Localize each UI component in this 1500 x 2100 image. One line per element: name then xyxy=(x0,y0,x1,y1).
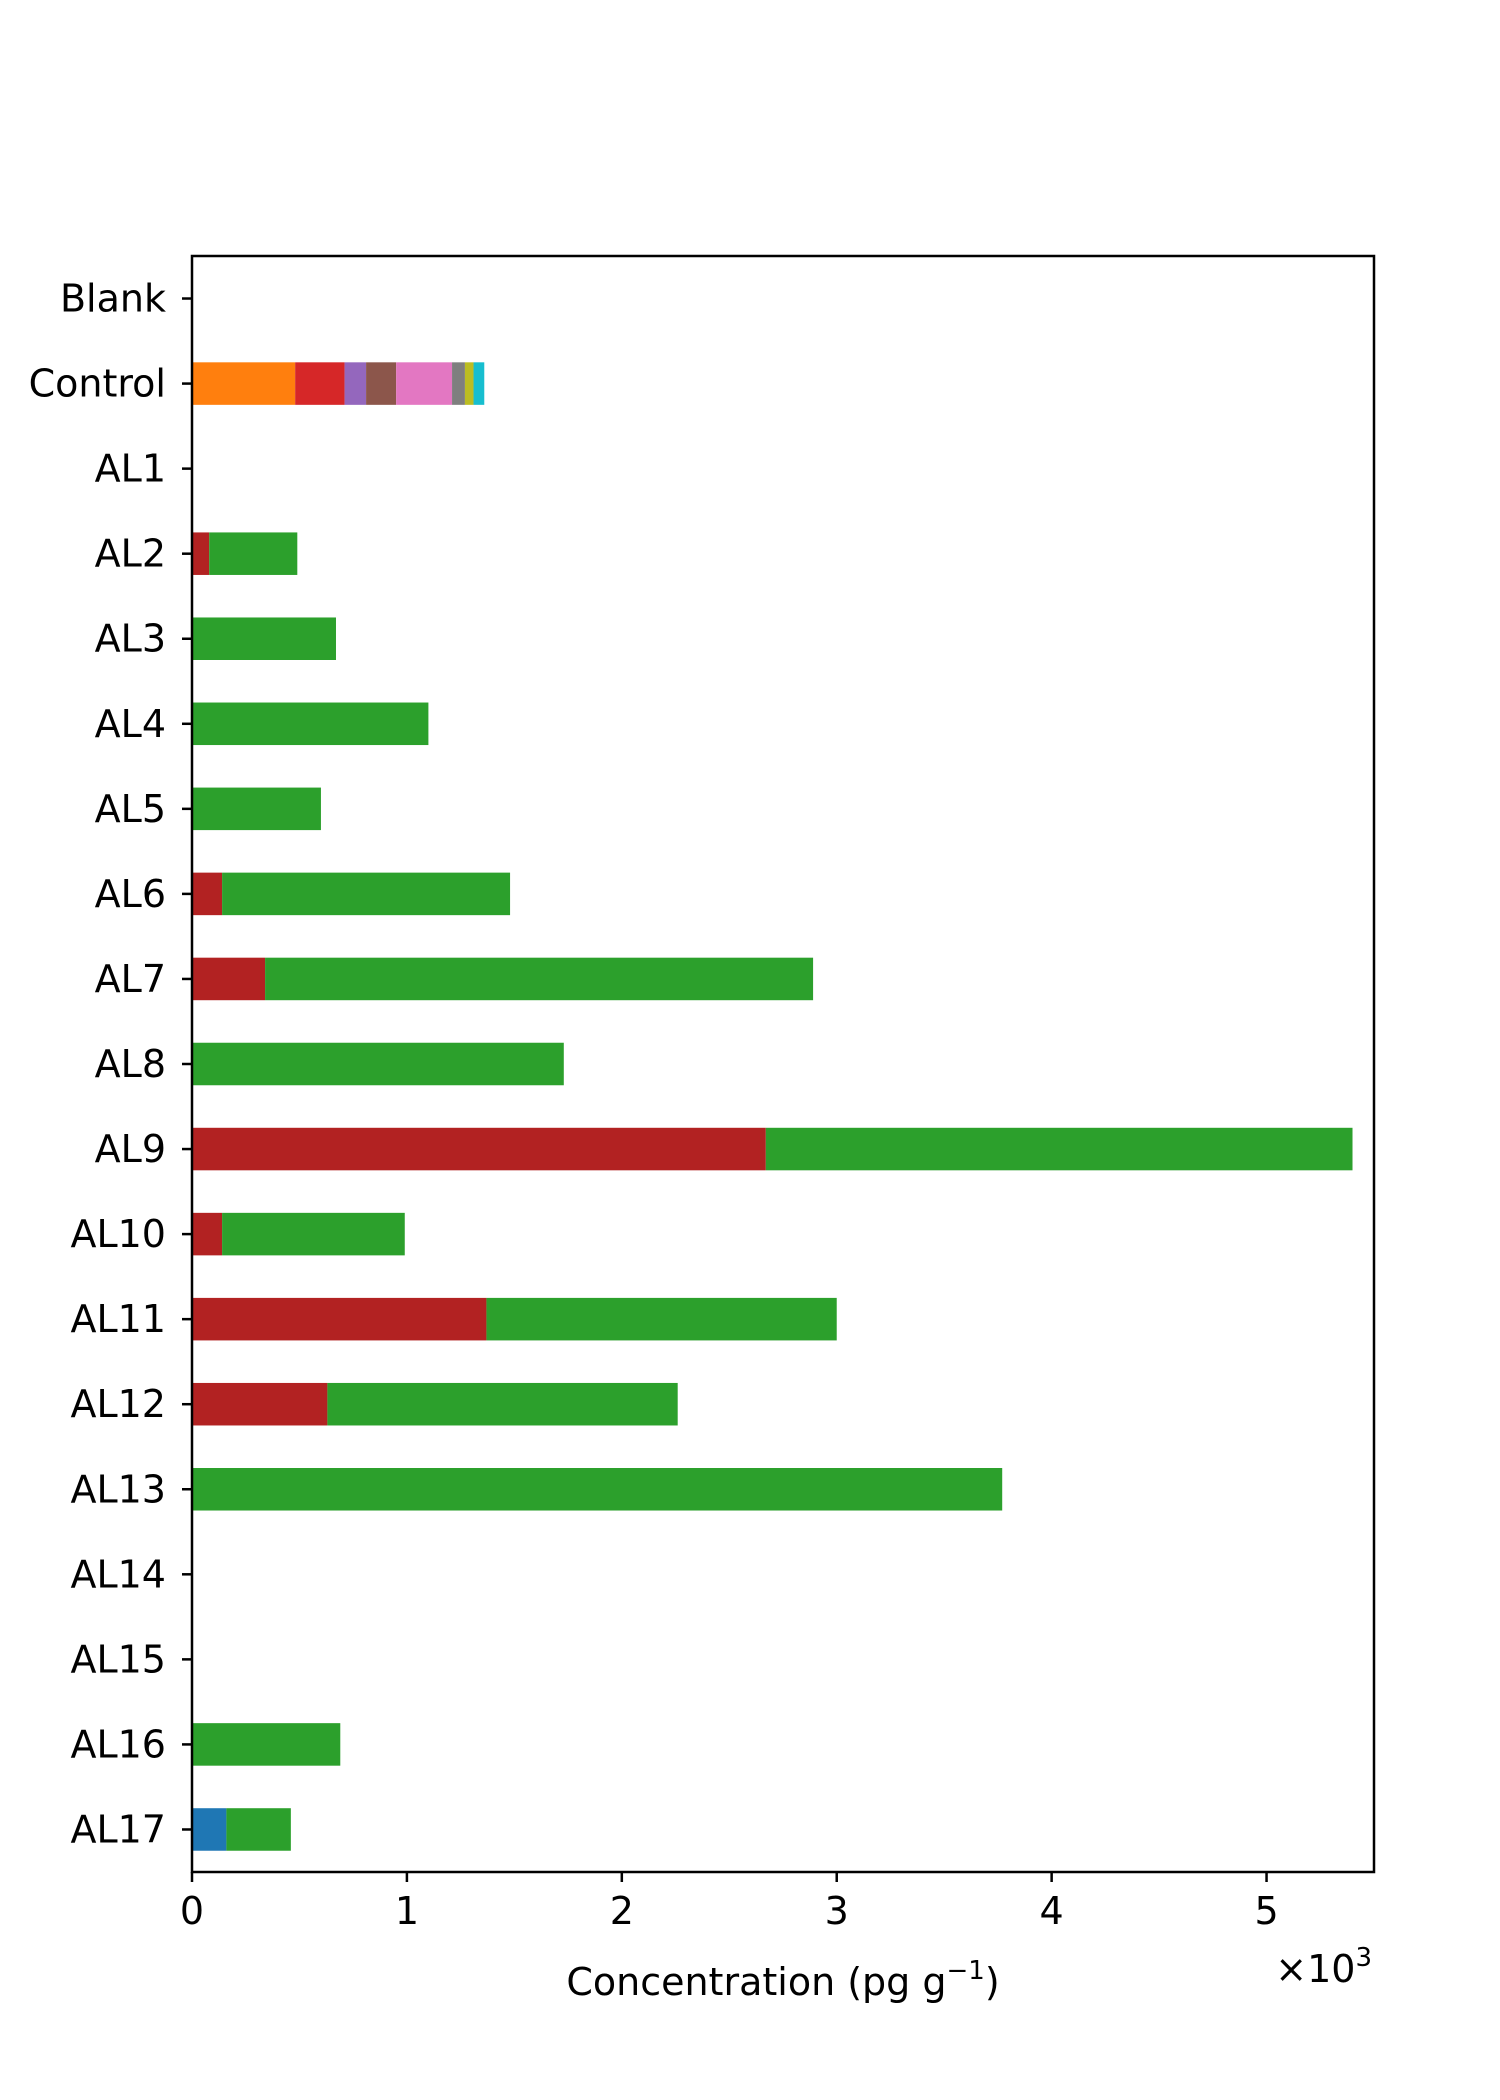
y-tick-label-al2: AL2 xyxy=(95,532,166,576)
x-tick-label-2: 2 xyxy=(610,1889,634,1933)
bar-segment-al13-series-11 xyxy=(192,1468,1003,1511)
x-axis-label: Concentration (pg g−1) xyxy=(566,1956,999,2004)
bar-segment-al17-series-1 xyxy=(192,1808,227,1851)
y-tick-label-control: Control xyxy=(29,362,166,406)
bar-segment-al17-series-11 xyxy=(226,1808,291,1851)
y-tick-label-al11: AL11 xyxy=(70,1297,166,1341)
bar-segment-al10-series-11 xyxy=(222,1212,405,1256)
bar-segment-control-series-6 xyxy=(366,362,397,405)
y-tick-label-al7: AL7 xyxy=(95,957,166,1001)
y-tick-label-al5: AL5 xyxy=(95,787,166,831)
bar-segment-control-series-7 xyxy=(396,362,453,405)
bar-segment-al5-series-11 xyxy=(192,787,321,831)
bar-segment-al12-series-11 xyxy=(327,1382,678,1426)
bar-segment-control-series-8 xyxy=(452,362,465,405)
bar-segment-al4-series-11 xyxy=(192,702,429,746)
bar-segment-al9-series-11 xyxy=(765,1127,1353,1171)
x-tick-label-1: 1 xyxy=(395,1889,419,1933)
bars-layer xyxy=(192,362,1353,1851)
x-axis-label-suffix: ) xyxy=(985,1960,1000,2004)
y-tick-label-al10: AL10 xyxy=(70,1212,166,1256)
plot-frame xyxy=(190,254,1376,1874)
bar-segment-control-series-10 xyxy=(473,362,485,405)
x-tick-label-5: 5 xyxy=(1254,1889,1278,1933)
y-tick-label-al8: AL8 xyxy=(95,1042,166,1086)
bar-segment-control-series-5 xyxy=(344,362,367,405)
y-tick-label-al1: AL1 xyxy=(95,447,166,491)
y-tick-label-blank: Blank xyxy=(60,277,166,321)
x-scale-base: ×10 xyxy=(1275,1947,1355,1991)
y-tick-label-al14: AL14 xyxy=(70,1552,166,1596)
y-tick-label-al13: AL13 xyxy=(70,1467,166,1511)
y-tick-label-al16: AL16 xyxy=(70,1722,166,1766)
x-axis-label-exponent: −1 xyxy=(947,1956,985,1986)
bar-segment-control-series-2 xyxy=(192,362,296,405)
x-tick-label-3: 3 xyxy=(825,1889,849,1933)
ticks-layer: Blank Control AL1 AL2 AL3 AL4 AL5 AL6 AL7 AL8 AL9 A… xyxy=(29,277,1279,1933)
bar-segment-al16-series-11 xyxy=(192,1723,341,1766)
y-tick-label-al6: AL6 xyxy=(95,872,166,916)
y-tick-label-al12: AL12 xyxy=(70,1382,166,1426)
y-tick-label-al4: AL4 xyxy=(95,702,166,746)
bar-segment-al9-series-4 xyxy=(192,1127,766,1171)
y-tick-label-al3: AL3 xyxy=(95,617,166,661)
bar-segment-control-series-3 xyxy=(295,362,345,405)
bar-segment-al3-series-11 xyxy=(192,617,336,660)
bar-segment-control-series-9 xyxy=(464,362,474,405)
bar-segment-al8-series-11 xyxy=(192,1042,564,1086)
y-tick-label-al9: AL9 xyxy=(95,1127,166,1171)
x-axis-label-text: Concentration (pg g xyxy=(566,1960,946,2004)
x-scale-exponent: 3 xyxy=(1355,1943,1372,1973)
bar-segment-al7-series-4 xyxy=(192,957,266,1001)
bar-segment-al11-series-4 xyxy=(192,1297,487,1341)
y-tick-label-al17: AL17 xyxy=(70,1807,166,1851)
bar-segment-al10-series-4 xyxy=(192,1212,223,1256)
bar-segment-al2-series-4 xyxy=(192,532,210,575)
x-tick-label-4: 4 xyxy=(1040,1889,1064,1933)
bar-segment-al2-series-11 xyxy=(209,532,298,575)
bar-segment-al6-series-4 xyxy=(192,872,223,916)
bar-segment-al12-series-4 xyxy=(192,1382,328,1426)
bar-segment-al6-series-11 xyxy=(222,872,511,916)
x-tick-label-0: 0 xyxy=(180,1889,204,1933)
bar-segment-al7-series-11 xyxy=(265,957,814,1001)
bar-segment-al11-series-11 xyxy=(486,1297,837,1341)
y-tick-label-al15: AL15 xyxy=(70,1637,166,1681)
x-axis-scale-factor: ×103 xyxy=(1275,1943,1372,1991)
